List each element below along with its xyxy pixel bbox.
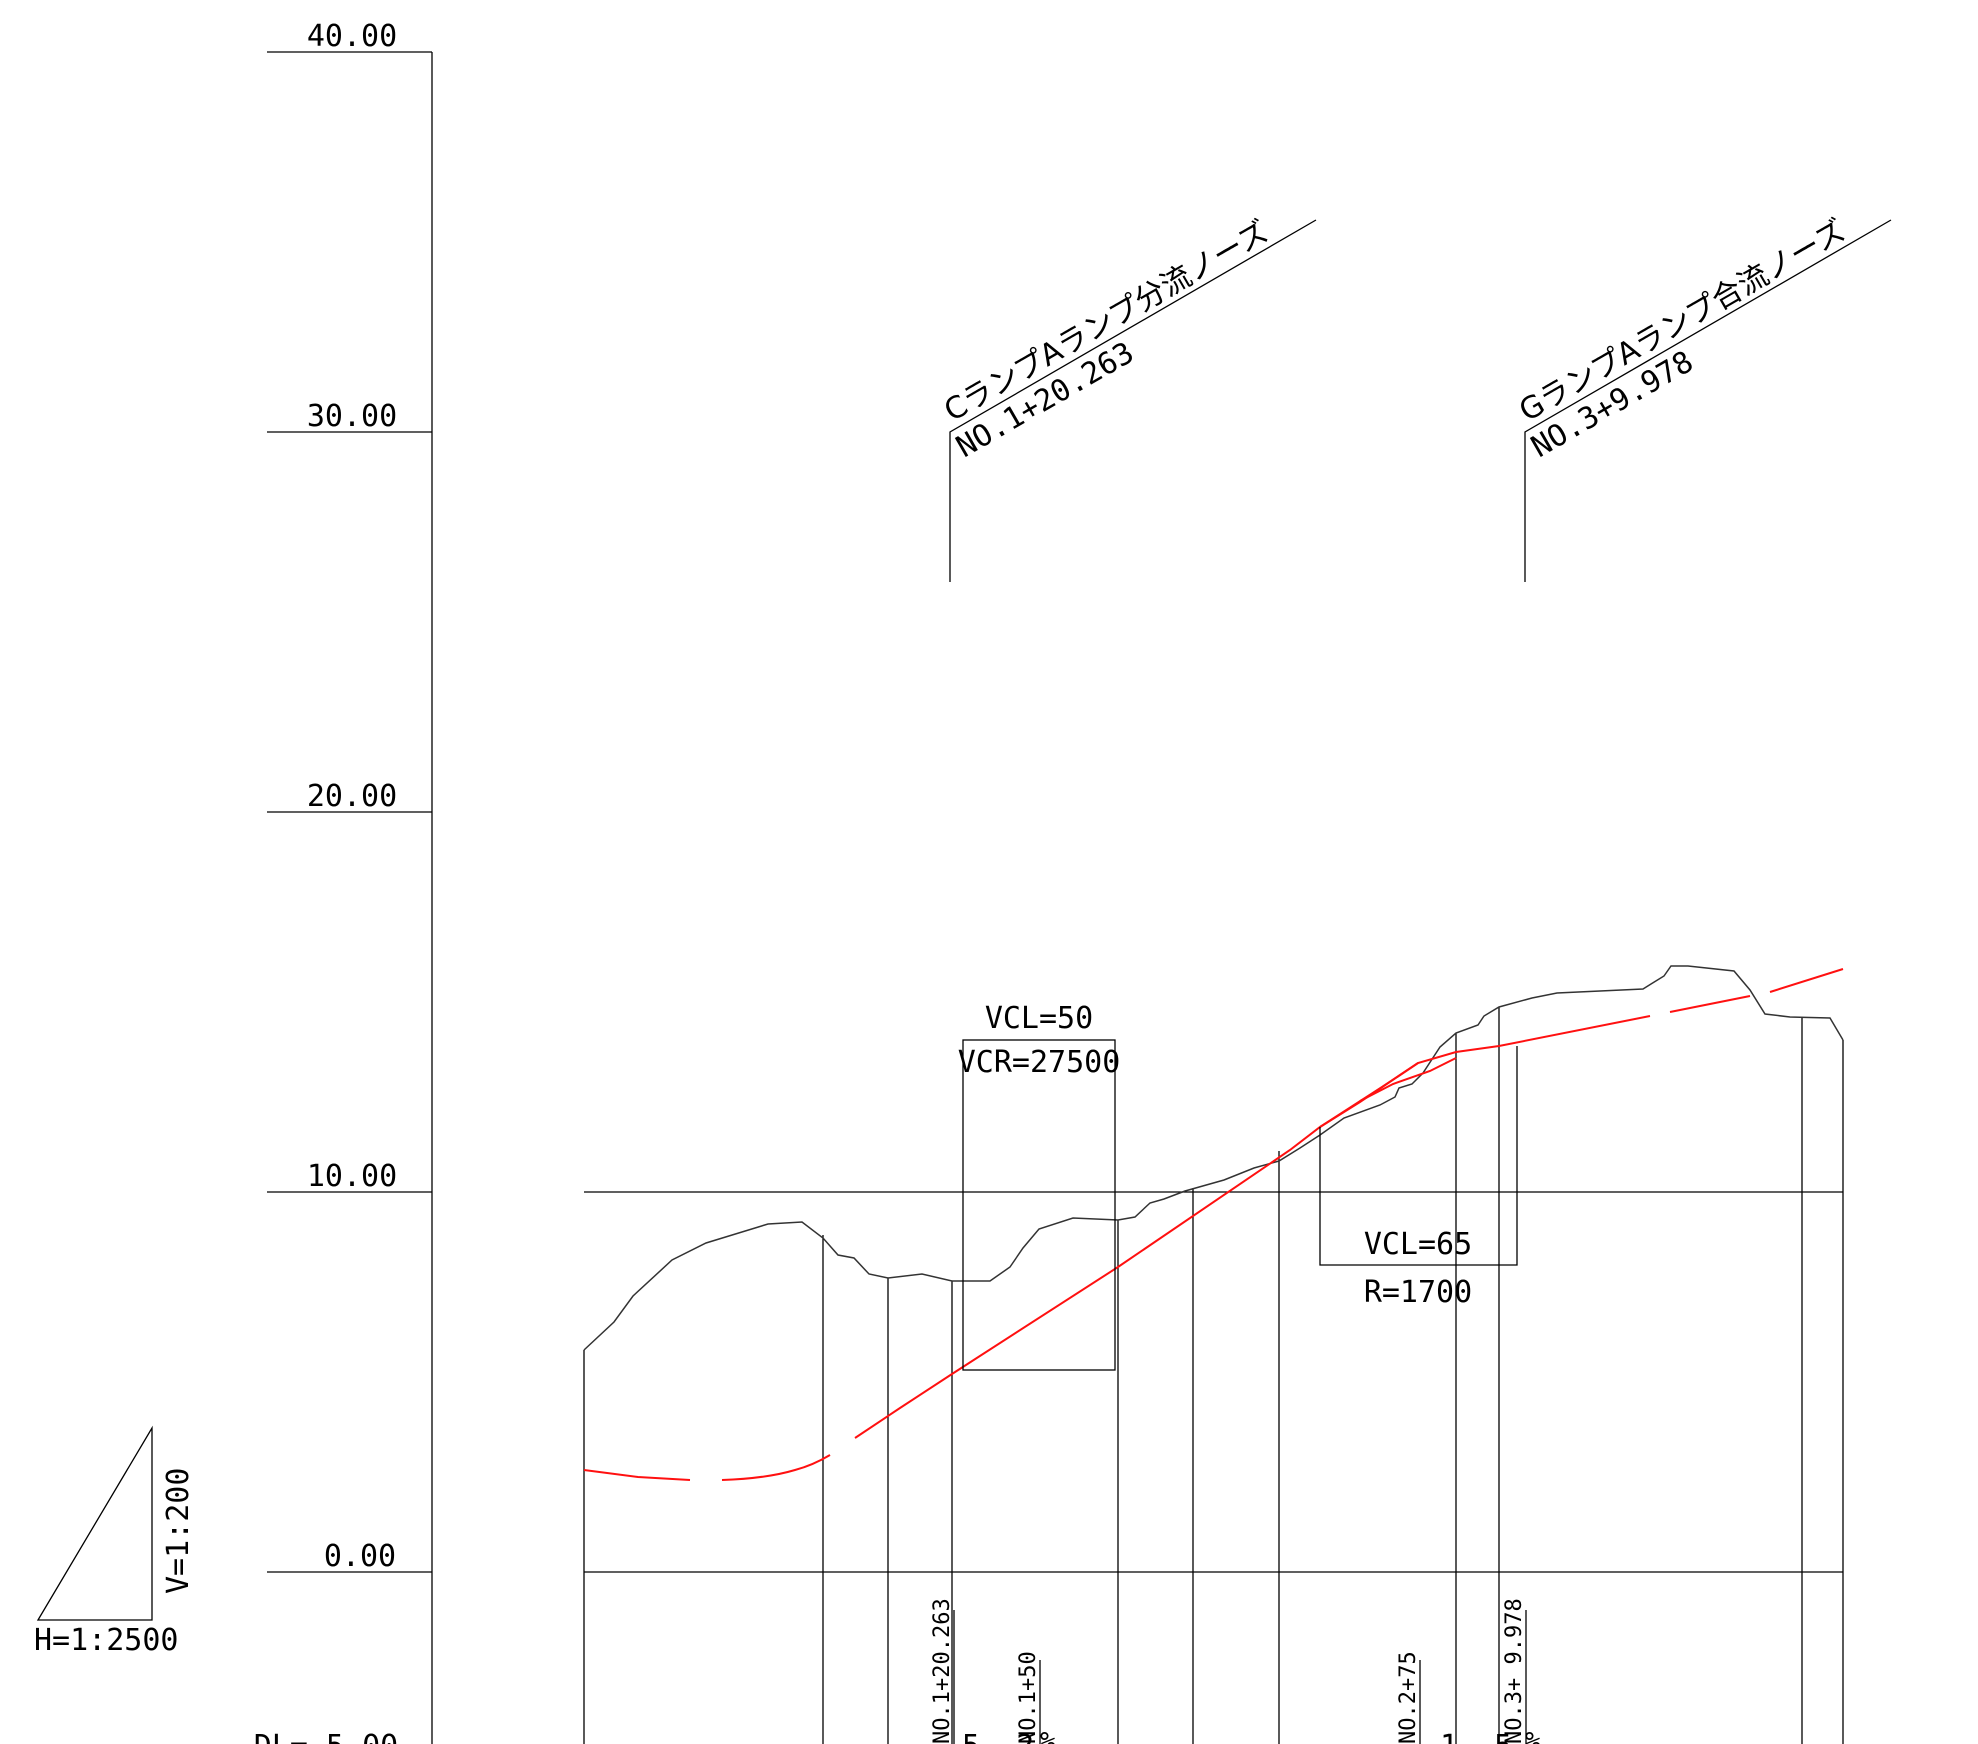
grade-fragment-2: %: [1040, 1727, 1056, 1744]
vertical-curve-2: VCL=65 R=1700: [1319, 1046, 1518, 1310]
horizontal-scale-label: H=1:2500: [34, 1623, 179, 1658]
vertical-curve-1-length: VCL=50: [985, 1001, 1093, 1036]
station-labels: NO.1+20.263 NO.1+50 NO.2+75 NO.3+ 9.978 …: [930, 1598, 1541, 1744]
callout-diverge-nose: CランプAランプ分流ノーズ NO.1+20.263: [939, 215, 1317, 582]
ground-profile-line: [583, 965, 1844, 1351]
callout-merge-nose-title: GランプAランプ合流ノーズ: [1514, 213, 1852, 429]
profile-grid: [584, 1191, 1843, 1573]
scale-triangle: V=1:200 H=1:2500: [34, 1425, 196, 1658]
station-label-2: NO.1+50: [1016, 1651, 1041, 1744]
grade-fragment-4: %: [1525, 1727, 1541, 1744]
grade-fragment-3: 1. 5: [1440, 1729, 1512, 1744]
station-label-3: NO.2+75: [1396, 1651, 1421, 1744]
vertical-curve-1: VCL=50 VCR=27500: [958, 1001, 1121, 1371]
elevation-axis: 40.00 30.00 20.00 10.00 0.00 DL=-5.00: [254, 19, 433, 1744]
vertical-curve-1-radius: VCR=27500: [958, 1045, 1121, 1080]
elevation-tick-20: 20.00: [307, 779, 397, 814]
station-label-1: NO.1+20.263: [930, 1598, 955, 1744]
grade-fragment-1: 5. 2: [962, 1729, 1034, 1744]
vertical-scale-label: V=1:200: [161, 1468, 196, 1594]
elevation-tick-40: 40.00: [307, 19, 397, 54]
design-profile-line: [583, 968, 1844, 1481]
station-lines: [583, 1007, 1844, 1744]
callout-diverge-nose-title: CランプAランプ分流ノーズ: [939, 215, 1275, 429]
vertical-curve-2-radius: R=1700: [1364, 1275, 1472, 1310]
station-label-4: NO.3+ 9.978: [1502, 1598, 1527, 1744]
elevation-tick-30: 30.00: [307, 399, 397, 434]
elevation-tick-0: 0.00: [324, 1539, 396, 1574]
datum-label: DL=-5.00: [254, 1729, 399, 1744]
elevation-tick-10: 10.00: [307, 1159, 397, 1194]
vertical-curve-2-length: VCL=65: [1364, 1227, 1472, 1262]
callout-merge-nose: GランプAランプ合流ノーズ NO.3+9.978: [1514, 213, 1892, 582]
